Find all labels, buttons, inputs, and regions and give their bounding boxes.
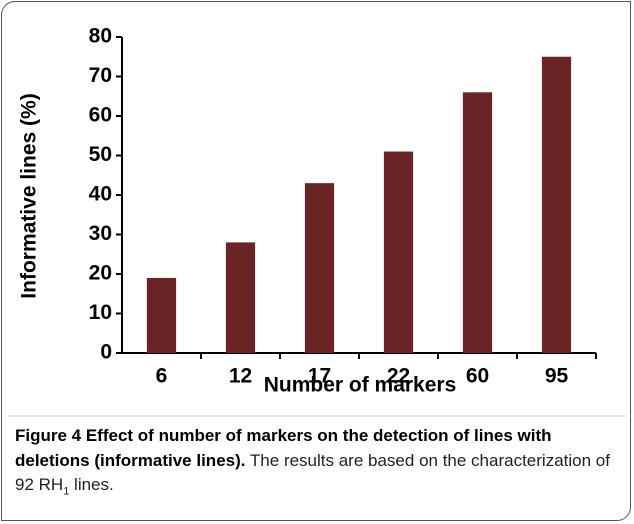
caption-text: The results are based on the characteriz… <box>15 450 610 495</box>
x-tick-label: 95 <box>545 365 569 388</box>
x-tick-label: 12 <box>229 365 252 388</box>
caption-title: Figure 4 Effect of number of markers on … <box>15 426 552 470</box>
y-tick-label: 0 <box>100 341 112 364</box>
separator <box>8 415 626 417</box>
y-axis-title: Informative lines (%) <box>18 93 41 298</box>
bar <box>462 92 493 354</box>
bar <box>541 56 572 353</box>
caption-text-end: lines. <box>69 475 114 494</box>
x-tick-label: 17 <box>308 365 331 388</box>
bar <box>225 242 256 353</box>
y-tick-label: 10 <box>89 301 112 324</box>
bar <box>304 183 335 353</box>
chart: Number of markers Informative lines (%) … <box>18 25 597 397</box>
x-tick-label: 6 <box>156 365 168 388</box>
x-tick-label: 60 <box>466 365 489 388</box>
caption-subscript: 1 <box>63 485 70 498</box>
bar <box>383 151 414 353</box>
y-tick-label: 80 <box>89 25 112 48</box>
y-tick-label: 60 <box>89 104 112 127</box>
y-tick-label: 20 <box>89 262 112 285</box>
x-tick-label: 22 <box>387 365 410 388</box>
bar <box>146 277 177 353</box>
y-tick-label: 40 <box>89 183 112 206</box>
x-axis-title: Number of markers <box>264 374 457 397</box>
y-tick-label: 50 <box>89 143 112 166</box>
y-tick-label: 30 <box>89 222 112 245</box>
y-tick-label: 70 <box>89 64 112 87</box>
caption: Figure 4 Effect of number of markers on … <box>15 424 615 504</box>
